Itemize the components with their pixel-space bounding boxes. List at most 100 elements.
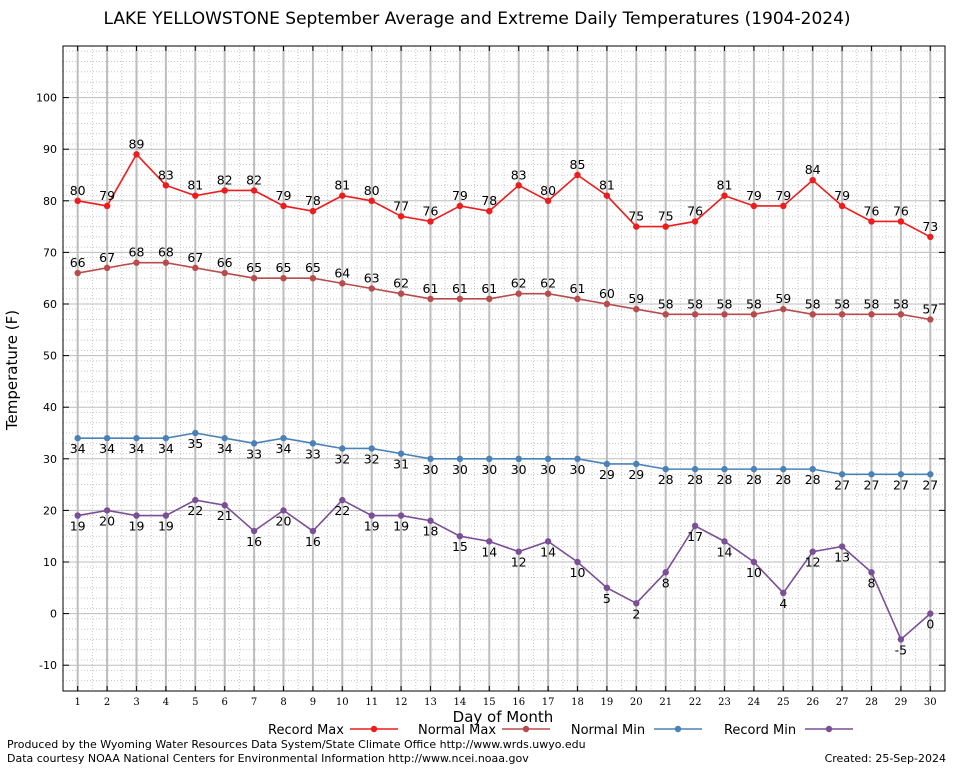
x-tick-label: 20 <box>630 697 643 708</box>
data-label: 77 <box>393 198 409 213</box>
data-point <box>486 295 493 303</box>
x-tick-label: 5 <box>192 697 198 708</box>
y-tick-label: -10 <box>39 659 57 672</box>
data-label: 28 <box>717 472 733 487</box>
data-point <box>368 197 375 204</box>
data-point <box>368 445 375 452</box>
data-point <box>250 440 258 447</box>
data-label: 65 <box>305 260 321 275</box>
legend: Record Max Normal Max Normal Min Record Min <box>268 723 853 738</box>
data-label: 79 <box>452 188 468 203</box>
legend-item-normal-min: Normal Min <box>571 723 702 738</box>
data-label: 12 <box>511 555 527 570</box>
y-tick-label: 70 <box>43 246 57 259</box>
major-grid <box>63 46 945 691</box>
x-tick-label: 23 <box>718 697 731 708</box>
data-label: 28 <box>746 472 762 487</box>
x-tick-label: 9 <box>310 697 316 708</box>
data-label: 27 <box>834 477 850 492</box>
data-label: 67 <box>99 250 115 265</box>
data-label: 62 <box>393 276 409 291</box>
data-label: 21 <box>217 508 233 523</box>
data-point <box>221 269 228 277</box>
data-label: 14 <box>481 544 497 559</box>
data-point <box>691 218 699 225</box>
data-point <box>780 202 787 210</box>
data-label: 84 <box>805 162 821 177</box>
data-label: 34 <box>158 441 174 456</box>
x-tick-label: 3 <box>133 697 139 708</box>
data-point <box>133 434 140 442</box>
data-point <box>309 440 317 447</box>
data-point <box>809 311 816 318</box>
data-point <box>339 496 346 504</box>
data-label: 82 <box>246 172 262 187</box>
data-point <box>309 527 317 535</box>
data-point <box>750 202 758 210</box>
data-label: 33 <box>246 446 262 461</box>
data-point <box>250 275 258 282</box>
data-point <box>515 548 522 555</box>
data-label: -5 <box>895 642 907 657</box>
data-point <box>544 290 552 297</box>
data-label: 10 <box>746 565 762 580</box>
data-point <box>397 450 405 457</box>
data-label: 14 <box>717 544 733 559</box>
data-label: 8 <box>662 575 670 590</box>
y-tick-label: 60 <box>43 298 57 311</box>
data-label: 30 <box>481 462 497 477</box>
data-label: 79 <box>834 188 850 203</box>
series-line <box>77 153 931 238</box>
data-label: 89 <box>129 136 145 151</box>
data-point <box>868 218 875 225</box>
data-label: 34 <box>129 441 145 456</box>
x-tick-label: 26 <box>806 697 819 708</box>
data-label: 82 <box>217 172 233 187</box>
data-label: 58 <box>864 296 880 311</box>
plot-frame <box>62 45 946 692</box>
legend-item-record-min: Record Min <box>724 723 853 738</box>
series-record-max: 80 79 89 83 81 82 82 79 78 81 80 77 76 79 78 83 80 85 81 75… <box>70 136 938 241</box>
data-point <box>750 311 758 318</box>
data-label: 16 <box>246 534 262 549</box>
data-label: 65 <box>276 260 292 275</box>
data-point <box>838 543 846 550</box>
data-label: 73 <box>922 219 938 234</box>
y-tick-label: 0 <box>50 608 57 621</box>
x-tick-label: 18 <box>571 697 584 708</box>
series-record-min: 19 20 19 19 22 21 16 20 16 22 19 19 18 15 14 12 14 10 5 2 8 1… <box>70 496 934 657</box>
data-point <box>456 455 464 462</box>
data-label: 81 <box>334 178 350 193</box>
data-label: 80 <box>70 183 86 198</box>
series-line <box>77 261 931 321</box>
data-point <box>868 569 875 576</box>
data-point <box>486 207 493 215</box>
data-label: 29 <box>599 467 615 482</box>
data-label: 58 <box>834 296 850 311</box>
data-point <box>456 202 464 210</box>
data-label: 22 <box>334 503 350 518</box>
data-point <box>544 455 552 462</box>
data-label: 79 <box>746 188 762 203</box>
data-point <box>397 512 405 519</box>
data-label: 18 <box>423 524 439 539</box>
data-point <box>192 429 199 437</box>
data-label: 30 <box>511 462 527 477</box>
data-point <box>103 202 111 210</box>
data-label: 30 <box>540 462 556 477</box>
data-label: 79 <box>775 188 791 203</box>
data-point <box>927 471 934 478</box>
data-point <box>691 311 699 318</box>
data-point <box>691 465 699 473</box>
chart-title: LAKE YELLOWSTONE September Average and E… <box>103 9 851 29</box>
x-tick-label: 19 <box>601 697 614 708</box>
data-point <box>780 465 787 473</box>
data-point <box>515 455 522 462</box>
y-tick-label: 40 <box>43 401 57 414</box>
data-point <box>897 636 905 643</box>
data-label: 34 <box>217 441 233 456</box>
series-normal-min: 34 34 34 34 35 34 33 34 33 32 32 31 30 30 30 30 30 30 29 29… <box>70 429 938 492</box>
x-tick-label: 8 <box>280 697 286 708</box>
data-point <box>280 202 287 210</box>
